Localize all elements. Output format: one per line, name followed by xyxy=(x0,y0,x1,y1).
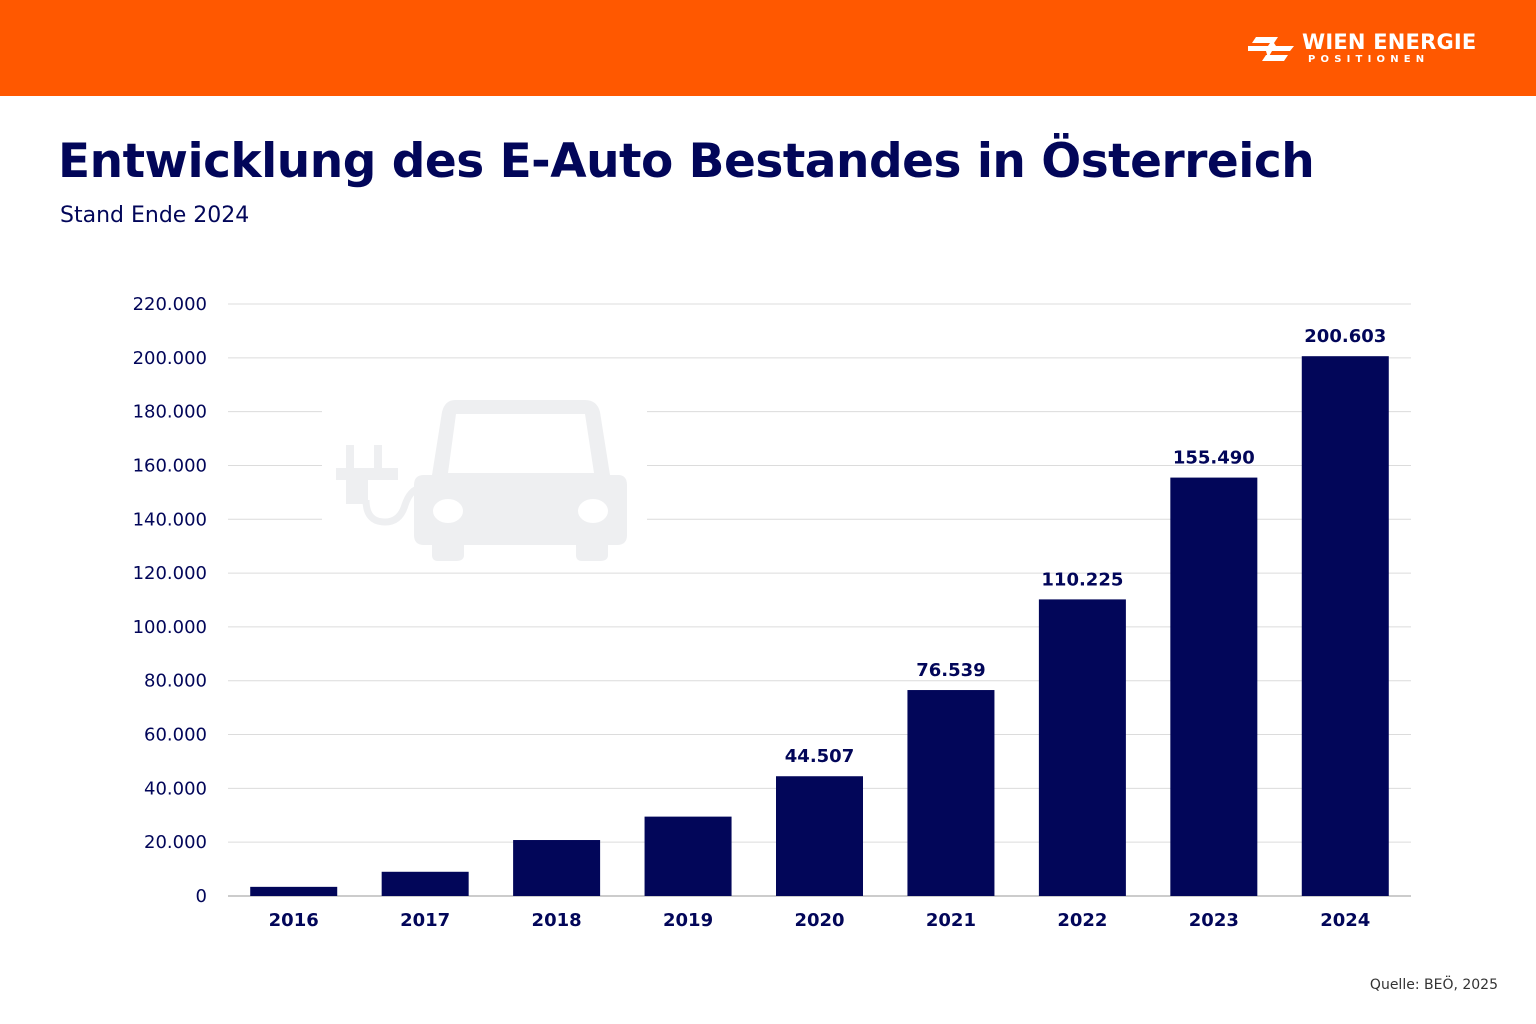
bar-2019 xyxy=(644,816,732,896)
data-label: 76.539 xyxy=(916,660,985,681)
x-tick-label: 2023 xyxy=(1189,910,1239,931)
page-title: Entwicklung des E-Auto Bestandes in Öste… xyxy=(58,134,1315,189)
x-tick-label: 2022 xyxy=(1057,910,1107,931)
y-tick-label: 160.000 xyxy=(133,455,207,476)
bar-2017 xyxy=(381,871,469,896)
bar-2016 xyxy=(250,886,338,896)
y-tick-label: 140.000 xyxy=(133,509,207,530)
bar-2022 xyxy=(1038,599,1126,896)
data-label: 155.490 xyxy=(1173,448,1255,469)
y-tick-label: 100.000 xyxy=(133,617,207,638)
data-label: 44.507 xyxy=(785,746,854,767)
y-tick-label: 60.000 xyxy=(144,725,207,746)
data-label: 200.603 xyxy=(1304,326,1386,347)
y-tick-label: 20.000 xyxy=(144,832,207,853)
bar-2018 xyxy=(513,840,601,896)
source-note: Quelle: BEÖ, 2025 xyxy=(1369,977,1498,993)
y-tick-label: 120.000 xyxy=(133,563,207,584)
data-label: 110.225 xyxy=(1041,569,1123,590)
bar-2024 xyxy=(1301,356,1389,896)
y-tick-label: 180.000 xyxy=(133,402,207,423)
x-tick-label: 2018 xyxy=(532,910,582,931)
y-tick-label: 0 xyxy=(196,886,207,907)
brand-subtitle: POSITIONEN xyxy=(1308,54,1430,65)
y-tick-label: 220.000 xyxy=(133,294,207,315)
x-tick-label: 2020 xyxy=(794,910,844,931)
x-tick-label: 2019 xyxy=(663,910,713,931)
x-tick-label: 2017 xyxy=(400,910,450,931)
x-tick-label: 2024 xyxy=(1320,910,1370,931)
electric-car-icon xyxy=(322,380,647,570)
brand-name: WIEN ENERGIE xyxy=(1302,30,1477,54)
y-tick-label: 200.000 xyxy=(133,348,207,369)
bar-2020 xyxy=(776,776,863,896)
y-tick-label: 80.000 xyxy=(144,671,207,692)
x-tick-label: 2016 xyxy=(269,910,319,931)
y-tick-label: 40.000 xyxy=(144,778,207,799)
page-subtitle: Stand Ende 2024 xyxy=(60,203,250,228)
bar-2021 xyxy=(907,690,995,896)
x-tick-label: 2021 xyxy=(926,910,976,931)
bar-2023 xyxy=(1170,477,1258,896)
wien-energie-logo: WIEN ENERGIE POSITIONEN xyxy=(1248,32,1476,65)
header-bar: WIEN ENERGIE POSITIONEN xyxy=(0,0,1536,96)
wien-energie-logo-icon xyxy=(1248,36,1294,61)
